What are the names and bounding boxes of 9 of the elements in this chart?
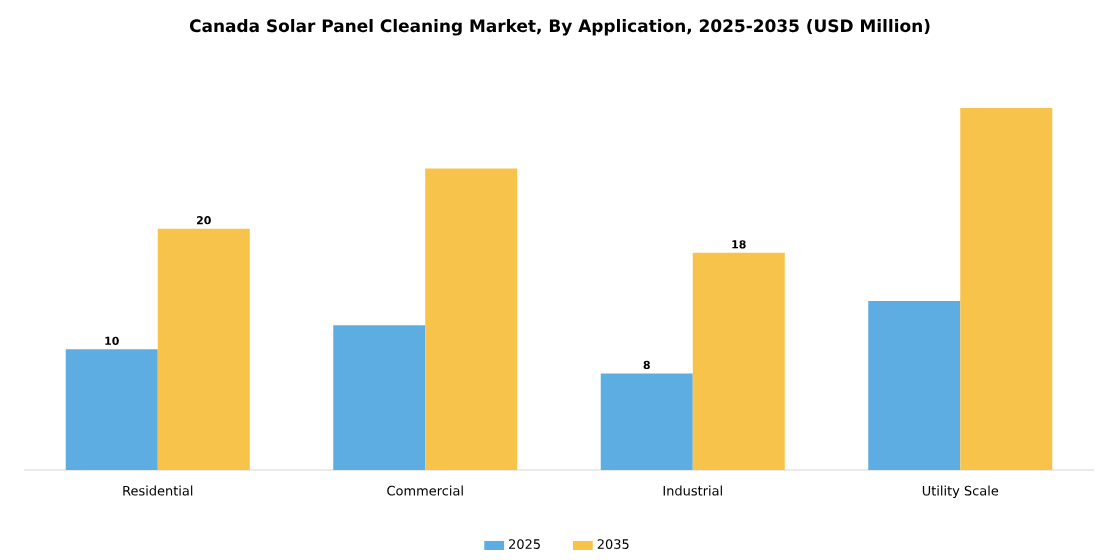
bar bbox=[692, 252, 785, 470]
bar bbox=[600, 373, 693, 470]
bar bbox=[425, 168, 518, 470]
bar bbox=[65, 349, 158, 470]
chart-title: Canada Solar Panel Cleaning Market, By Application, 2025-2035 (USD Million) bbox=[189, 19, 930, 36]
bar bbox=[868, 301, 961, 470]
bar bbox=[960, 108, 1053, 470]
bar bbox=[333, 325, 426, 470]
bar bbox=[157, 228, 250, 470]
